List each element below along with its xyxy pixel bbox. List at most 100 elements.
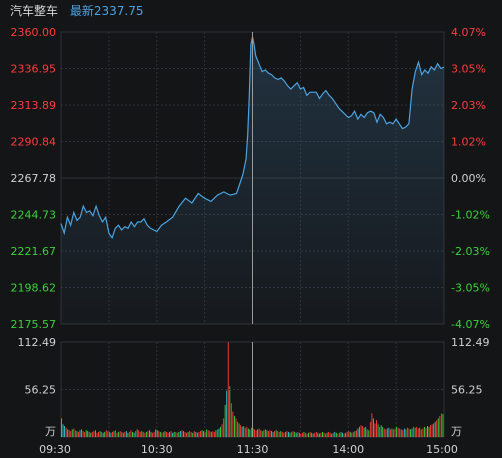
y-right-tick-label: -1.02% — [451, 209, 490, 222]
volume-bar — [68, 430, 70, 437]
volume-bar — [198, 431, 200, 437]
x-tick-label: 14:00 — [332, 443, 364, 456]
volume-bar — [308, 432, 310, 437]
price-line[interactable] — [60, 36, 445, 240]
volume-bar — [224, 404, 226, 437]
volume-bar — [246, 426, 248, 437]
volume-bar — [152, 432, 154, 437]
volume-bar — [305, 432, 306, 437]
volume-bar — [206, 429, 208, 437]
volume-bar — [264, 429, 266, 437]
volume-bar — [419, 427, 421, 437]
volume-bar — [74, 430, 76, 437]
volume-bar — [411, 428, 413, 437]
volume-bar — [88, 431, 90, 437]
volume-bar — [85, 430, 87, 437]
volume-bar — [204, 431, 206, 437]
volume-bar — [427, 426, 428, 437]
volume-bar — [301, 432, 303, 437]
volume-bar — [351, 432, 353, 437]
volume-bar — [355, 430, 357, 437]
volume-bar — [362, 426, 364, 437]
volume-bar — [374, 423, 376, 437]
y-left-tick-label: 2313.89 — [11, 99, 57, 112]
volume-bar — [207, 430, 209, 437]
volume-bar — [102, 432, 104, 437]
volume-bar — [371, 413, 373, 437]
y-right-tick-label: -3.05% — [451, 282, 490, 295]
volume-bar — [405, 429, 407, 437]
volume-bar — [440, 413, 442, 437]
volume-bar — [159, 431, 161, 437]
volume-bar — [269, 430, 271, 437]
volume-bar — [306, 433, 308, 437]
volume-bar — [372, 418, 374, 437]
y-right-tick-label: 4.07% — [451, 26, 486, 39]
volume-bar — [184, 431, 186, 437]
volume-bar — [376, 420, 377, 437]
volume-bar — [244, 427, 246, 437]
y-left-tick-label: 2175.57 — [11, 318, 57, 331]
volume-bar — [71, 429, 73, 437]
volume-bar — [93, 431, 95, 437]
volume-bar — [277, 431, 279, 437]
volume-bar — [227, 342, 229, 437]
volume-bar — [235, 418, 237, 437]
volume-bar — [213, 431, 215, 437]
volume-bar — [417, 428, 419, 437]
volume-bar — [192, 432, 194, 437]
volume-bar — [113, 431, 115, 437]
volume-bar — [250, 427, 252, 437]
volume-bar — [359, 426, 360, 437]
volume-bar — [212, 431, 214, 437]
volume-bar — [139, 431, 141, 437]
volume-bar — [141, 431, 143, 437]
volume-bar — [183, 431, 184, 437]
volume-bar — [260, 430, 262, 437]
volume-bar — [312, 433, 314, 437]
volume-bar — [220, 426, 221, 437]
y-left-tick-label: 2336.95 — [11, 63, 57, 76]
volume-bar — [84, 431, 86, 437]
volume-bar — [169, 431, 171, 437]
volume-bar — [331, 433, 333, 437]
volume-bar — [254, 429, 255, 437]
volume-bar — [155, 429, 157, 437]
volume-bar — [238, 423, 240, 437]
volume-bar — [164, 431, 166, 437]
volume-bar — [413, 426, 415, 437]
volume-bar — [278, 431, 280, 437]
volume-bar — [436, 420, 438, 437]
y-left-tick-label: 2290.84 — [11, 136, 57, 149]
volume-bar — [380, 425, 382, 437]
volume-bar — [181, 430, 183, 437]
volume-bar — [261, 431, 263, 437]
volume-bar — [162, 431, 164, 437]
volume-bar — [81, 429, 83, 437]
volume-bar — [275, 430, 277, 437]
volume-bar — [288, 431, 289, 437]
volume-bar — [241, 426, 243, 437]
volume-bar — [201, 430, 203, 437]
volume-bar — [178, 431, 180, 437]
volume-bar — [379, 426, 381, 437]
volume-bar — [101, 431, 103, 437]
index-name[interactable]: 汽车整车 — [10, 4, 59, 18]
volume-bar — [352, 431, 354, 437]
y-left-tick-label: 2267.78 — [11, 172, 57, 185]
volume-bar — [257, 429, 259, 437]
volume-bar — [284, 431, 286, 437]
volume-bar — [170, 431, 172, 437]
volume-bar — [403, 428, 405, 437]
volume-bar — [283, 432, 285, 437]
volume-y-left-tick: 112.49 — [18, 336, 57, 349]
volume-bar — [346, 431, 348, 437]
volume-bar — [410, 429, 411, 437]
volume-bar — [423, 426, 425, 437]
y-left-tick-label: 2244.73 — [11, 209, 57, 222]
volume-bar — [94, 430, 96, 437]
volume-bar — [91, 431, 93, 437]
y-right-tick-label: -4.07% — [451, 318, 490, 331]
volume-bar — [337, 433, 339, 437]
